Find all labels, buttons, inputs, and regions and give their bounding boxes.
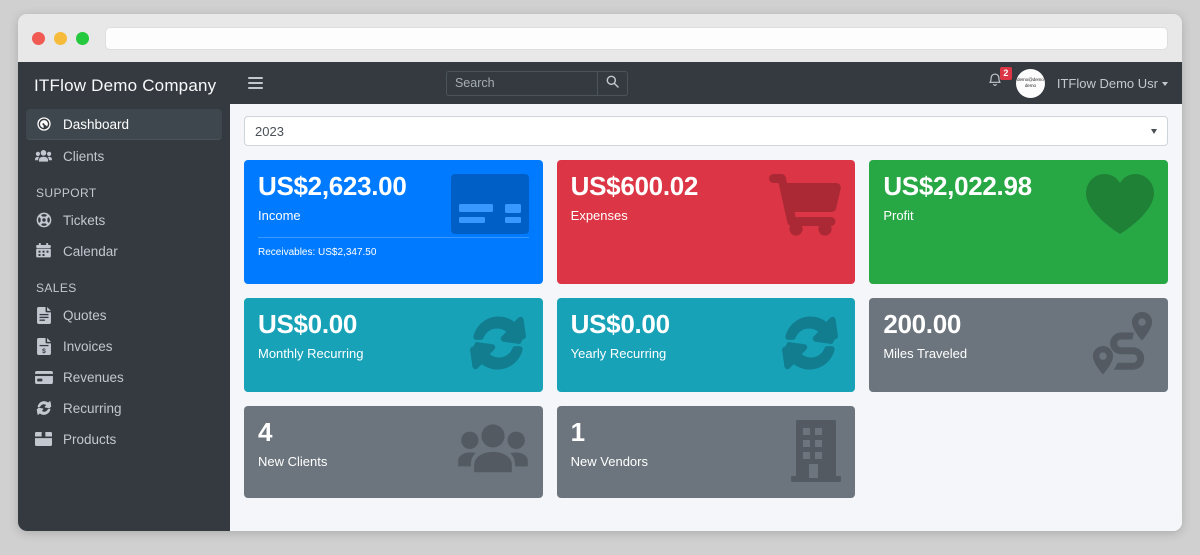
sidebar-item-products[interactable]: Products [26, 424, 222, 454]
user-menu-label: ITFlow Demo Usr [1056, 75, 1158, 91]
chevron-down-icon [1151, 128, 1157, 134]
stat-card-label: New Clients [258, 453, 328, 469]
file-dollar-icon: $ [34, 337, 53, 355]
notifications-button[interactable]: 2 [986, 67, 1012, 95]
year-filter-value: 2023 [255, 123, 284, 139]
life-ring-icon [34, 212, 53, 228]
stat-card-value: 200.00 [883, 309, 962, 339]
sidebar-item-label: Products [63, 431, 117, 447]
stat-card-label: Miles Traveled [883, 345, 968, 361]
sidebar-item-clients[interactable]: Clients [26, 141, 222, 171]
sidebar-section-support-header: SUPPORT [36, 186, 97, 200]
stat-card-income[interactable]: US$2,623.00 Income Receivables: US$2,347… [244, 160, 543, 284]
stat-card-value: US$600.02 [570, 171, 699, 201]
stat-card-label: Yearly Recurring [570, 345, 667, 361]
stat-card-value: 1 [570, 417, 585, 447]
stat-card-label: Expenses [570, 207, 628, 223]
stat-card-footer: Receivables: US$2,347.50 [258, 236, 529, 258]
sidebar-item-label: Calendar [63, 243, 118, 259]
sidebar-item-recurring[interactable]: Recurring [26, 393, 222, 423]
avatar-line-2: demo [1024, 83, 1036, 88]
sidebar-section-sales-header: SALES [36, 281, 77, 295]
search-icon [606, 75, 619, 91]
topnav-right: 2 demo@demo demo ITFlow Demo Usr [986, 67, 1168, 98]
stat-card-monthly-recurring[interactable]: US$0.00 Monthly Recurring [244, 298, 543, 392]
minimize-window-button[interactable] [54, 31, 67, 45]
stat-card-label: New Vendors [570, 453, 648, 469]
credit-card-icon [34, 369, 53, 385]
sidebar-item-label: Tickets [63, 212, 106, 228]
notification-badge: 2 [999, 67, 1012, 80]
search-button[interactable] [596, 71, 627, 95]
stat-card-value: 4 [258, 417, 273, 447]
sidebar-nav: Dashboard Clients SUPPORT Tickets [18, 109, 230, 454]
sidebar-item-dashboard[interactable]: Dashboard [26, 109, 222, 140]
calendar-icon [34, 243, 53, 259]
sidebar-item-revenues[interactable]: Revenues [26, 362, 222, 392]
sidebar-item-quotes[interactable]: Quotes [26, 300, 222, 330]
stat-card-label: Monthly Recurring [258, 345, 364, 361]
hamburger-icon[interactable] [244, 74, 267, 92]
stat-card-profit[interactable]: US$2,022.98 Profit [869, 160, 1168, 284]
chevron-down-icon [1161, 82, 1168, 87]
users-icon [34, 148, 53, 164]
content-wrapper: 2 demo@demo demo ITFlow Demo Usr 2023 [230, 62, 1182, 531]
sidebar-item-tickets[interactable]: Tickets [26, 205, 222, 235]
browser-titlebar [18, 14, 1182, 62]
sidebar-item-label: Quotes [63, 307, 107, 323]
stat-card-label: Profit [883, 207, 914, 223]
gauge-icon [34, 116, 53, 132]
sidebar-brand[interactable]: ITFlow Demo Company [34, 76, 217, 95]
file-invoice-icon [34, 306, 53, 324]
stat-card-grid: US$2,623.00 Income Receivables: US$2,347… [244, 160, 1168, 498]
stat-card-yearly-recurring[interactable]: US$0.00 Yearly Recurring [556, 298, 856, 392]
sidebar-item-label: Revenues [63, 369, 124, 385]
top-navbar: 2 demo@demo demo ITFlow Demo Usr [230, 62, 1182, 104]
stat-card-label: Income [258, 207, 301, 223]
stat-card-new-clients[interactable]: 4 New Clients [244, 406, 543, 498]
url-input[interactable] [105, 26, 1168, 50]
search-group [445, 70, 628, 96]
dashboard-page: 2023 US$2,623.00 Income Receivables: US$… [230, 104, 1182, 531]
stat-card-expenses[interactable]: US$600.02 Expenses [556, 160, 856, 284]
close-window-button[interactable] [32, 31, 45, 45]
browser-window: ITFlow Demo Company Dashboard Clients SU… [18, 14, 1182, 531]
sidebar-item-invoices[interactable]: $ Invoices [26, 331, 222, 361]
sync-icon [34, 400, 53, 416]
stat-card-new-vendors[interactable]: 1 New Vendors [556, 406, 856, 498]
stat-card-miles-traveled[interactable]: 200.00 Miles Traveled [869, 298, 1168, 392]
window-controls [32, 31, 89, 45]
maximize-window-button[interactable] [76, 31, 89, 45]
search-input[interactable] [446, 71, 597, 95]
sidebar-item-label: Recurring [63, 400, 122, 416]
stat-card-value: US$0.00 [258, 309, 358, 339]
bell-icon [988, 73, 1002, 93]
sidebar: ITFlow Demo Company Dashboard Clients SU… [18, 62, 230, 531]
sidebar-item-label: Invoices [63, 338, 113, 354]
avatar[interactable]: demo@demo demo [1015, 68, 1045, 98]
box-icon [34, 431, 53, 447]
stat-card-value: US$2,022.98 [883, 171, 1032, 201]
svg-text:$: $ [42, 347, 46, 354]
stat-card-value: US$0.00 [570, 309, 670, 339]
app-root: ITFlow Demo Company Dashboard Clients SU… [18, 62, 1182, 531]
avatar-line-1: demo@demo [1016, 77, 1044, 83]
stat-card-value: US$2,623.00 [258, 171, 407, 201]
sidebar-item-label: Dashboard [63, 116, 130, 132]
sidebar-item-label: Clients [63, 148, 105, 164]
year-filter-select[interactable]: 2023 [244, 116, 1168, 146]
sidebar-item-calendar[interactable]: Calendar [26, 236, 222, 266]
user-menu-button[interactable]: ITFlow Demo Usr [1057, 76, 1168, 91]
